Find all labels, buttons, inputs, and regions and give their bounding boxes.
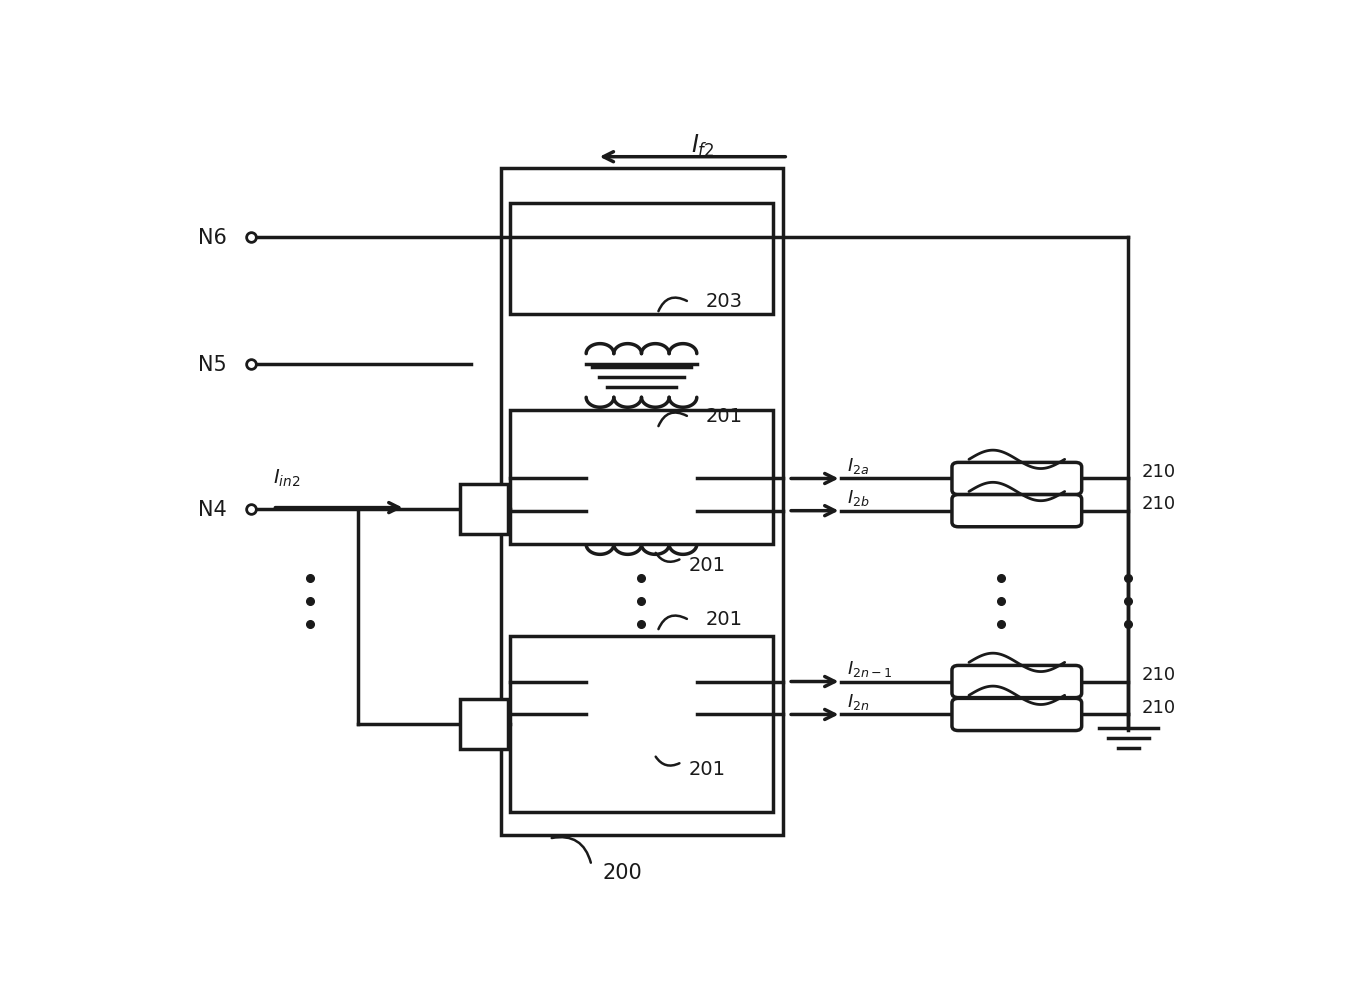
Text: 210: 210 (1142, 698, 1176, 716)
Bar (509, 204, 774, 314)
Text: $I_{2a}$: $I_{2a}$ (847, 455, 868, 475)
Text: 201: 201 (689, 758, 726, 778)
FancyBboxPatch shape (952, 699, 1081, 731)
Text: 210: 210 (1142, 665, 1176, 683)
Text: N5: N5 (198, 354, 226, 374)
Text: $I_{2n}$: $I_{2n}$ (847, 691, 868, 711)
Text: 200: 200 (602, 862, 642, 882)
Bar (509, 636, 774, 812)
Text: N6: N6 (198, 228, 226, 248)
Bar (460, 485, 508, 535)
Text: N4: N4 (198, 500, 226, 520)
Text: 201: 201 (705, 407, 742, 425)
Bar (501, 169, 783, 835)
Text: $I_{f2}$: $I_{f2}$ (691, 133, 715, 159)
Text: $I_{2b}$: $I_{2b}$ (847, 487, 870, 507)
FancyBboxPatch shape (952, 463, 1081, 495)
Text: 210: 210 (1142, 462, 1176, 480)
Text: $I_{in2}$: $I_{in2}$ (273, 467, 300, 488)
Text: $I_{2n-1}$: $I_{2n-1}$ (847, 658, 892, 678)
FancyBboxPatch shape (952, 666, 1081, 698)
FancyBboxPatch shape (952, 495, 1081, 527)
Text: 201: 201 (689, 556, 726, 575)
Text: 203: 203 (705, 292, 742, 311)
Bar (460, 699, 508, 748)
Text: 201: 201 (705, 609, 742, 628)
Text: 210: 210 (1142, 494, 1176, 513)
Bar (509, 411, 774, 544)
